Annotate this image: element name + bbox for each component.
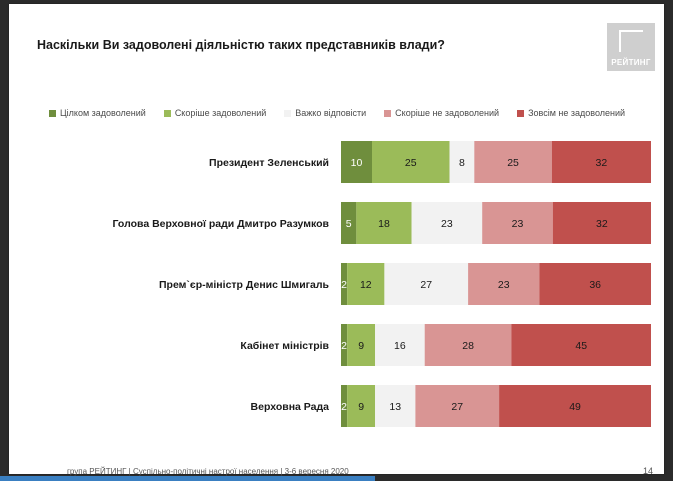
legend-swatch — [284, 109, 292, 117]
rating-logo: РЕЙТИНГ — [607, 23, 655, 71]
bar-segment — [341, 202, 357, 244]
bar-segment — [411, 202, 483, 244]
category-label: Прем`єр-міністр Денис Шмигаль — [159, 279, 330, 291]
footer-text: група РЕЙТИНГ | Суспільно-політичні наст… — [67, 467, 349, 476]
logo-mark-icon — [619, 30, 643, 52]
bar-segment — [341, 263, 348, 305]
data-label: 32 — [596, 218, 608, 230]
bar-segment — [341, 141, 372, 183]
bar-segment — [468, 263, 540, 305]
category-label: Кабінет міністрів — [240, 340, 329, 352]
data-label: 9 — [358, 340, 364, 352]
bar-segment — [482, 202, 553, 244]
data-label: 36 — [589, 279, 601, 291]
data-label: 25 — [405, 157, 417, 169]
bar-segment — [415, 385, 500, 427]
bar-segment — [449, 141, 475, 183]
legend-item-rather-dissatisfied: Скоріше не задоволений — [384, 108, 499, 118]
bar-segment — [539, 263, 651, 305]
data-label: 5 — [346, 218, 352, 230]
legend-item-fully-satisfied: Цілком задоволений — [49, 108, 146, 118]
category-label: Голова Верховної ради Дмитро Разумков — [113, 218, 330, 230]
data-label: 23 — [441, 218, 453, 230]
legend-label: Важко відповісти — [295, 108, 367, 118]
bar-segment — [499, 385, 651, 427]
bar-segment — [347, 263, 385, 305]
legend-label: Зовсім не задоволений — [528, 108, 626, 118]
legend-swatch — [49, 109, 56, 117]
data-label: 13 — [389, 401, 401, 413]
chart-legend: Цілком задоволений Скоріше задоволений В… — [49, 108, 625, 118]
legend-label: Скоріше задоволений — [174, 108, 267, 118]
legend-item-fully-dissatisfied: Зовсім не задоволений — [517, 108, 625, 118]
legend-swatch — [384, 109, 392, 117]
data-label: 16 — [394, 340, 406, 352]
bar-segment — [341, 385, 348, 427]
bar-segment — [347, 324, 376, 366]
category-label: Верховна Рада — [251, 401, 330, 413]
data-label: 49 — [569, 401, 581, 413]
bar-segment — [424, 324, 512, 366]
data-label: 12 — [360, 279, 372, 291]
chart-title: Наскільки Ви задоволені діяльністю таких… — [37, 38, 445, 52]
data-label: 28 — [462, 340, 474, 352]
data-label: 2 — [341, 340, 347, 352]
bar-segment — [372, 141, 450, 183]
bar-segment — [341, 324, 348, 366]
bar-segment — [356, 202, 412, 244]
data-label: 45 — [575, 340, 587, 352]
data-label: 18 — [378, 218, 390, 230]
data-label: 8 — [459, 157, 465, 169]
footer-accent-bar — [0, 476, 375, 481]
bar-segment — [511, 324, 651, 366]
legend-item-rather-satisfied: Скоріше задоволений — [163, 108, 267, 118]
bar-segment — [551, 141, 651, 183]
bar-segment — [474, 141, 552, 183]
data-label: 10 — [351, 157, 363, 169]
data-label: 32 — [596, 157, 608, 169]
data-label: 2 — [341, 401, 347, 413]
legend-swatch — [163, 109, 171, 117]
data-label: 23 — [512, 218, 524, 230]
bar-segment — [552, 202, 651, 244]
bar-segment — [347, 385, 376, 427]
data-label: 25 — [507, 157, 519, 169]
legend-label: Цілком задоволений — [60, 108, 146, 118]
logo-text: РЕЙТИНГ — [611, 58, 651, 67]
data-label: 2 — [341, 279, 347, 291]
bar-segment — [375, 324, 425, 366]
page-number: 14 — [643, 466, 654, 476]
legend-item-hard-to-say: Важко відповісти — [284, 108, 366, 118]
bar-segment — [384, 263, 469, 305]
data-label: 9 — [358, 401, 364, 413]
legend-label: Скоріше не задоволений — [395, 108, 500, 118]
bar-segment — [375, 385, 416, 427]
data-label: 27 — [420, 279, 432, 291]
data-label: 27 — [451, 401, 463, 413]
legend-swatch — [517, 109, 525, 117]
slide: Наскільки Ви задоволені діяльністю таких… — [9, 4, 664, 476]
data-label: 23 — [498, 279, 510, 291]
category-label: Президент Зеленський — [209, 157, 329, 169]
